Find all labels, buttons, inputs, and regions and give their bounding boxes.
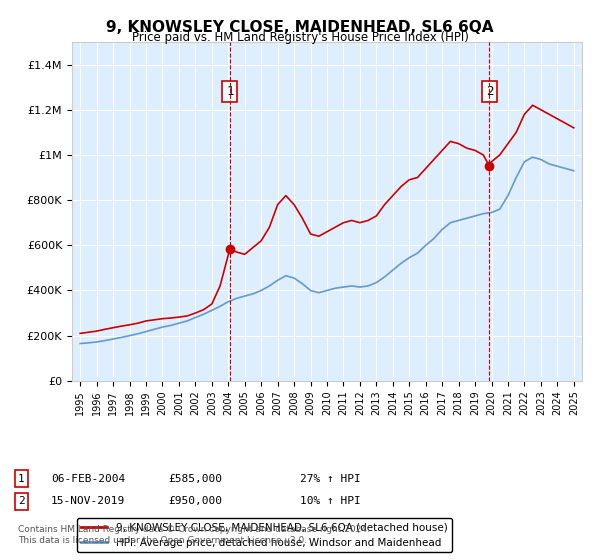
Text: £950,000: £950,000: [168, 496, 222, 506]
Text: Contains HM Land Registry data © Crown copyright and database right 2024.: Contains HM Land Registry data © Crown c…: [18, 525, 370, 534]
Text: 9, KNOWSLEY CLOSE, MAIDENHEAD, SL6 6QA: 9, KNOWSLEY CLOSE, MAIDENHEAD, SL6 6QA: [106, 20, 494, 35]
Text: 1: 1: [18, 474, 25, 484]
Text: 15-NOV-2019: 15-NOV-2019: [51, 496, 125, 506]
Text: £585,000: £585,000: [168, 474, 222, 484]
Text: 2: 2: [18, 496, 25, 506]
Legend: 9, KNOWSLEY CLOSE, MAIDENHEAD, SL6 6QA (detached house), HPI: Average price, det: 9, KNOWSLEY CLOSE, MAIDENHEAD, SL6 6QA (…: [77, 518, 452, 552]
Text: Price paid vs. HM Land Registry's House Price Index (HPI): Price paid vs. HM Land Registry's House …: [131, 31, 469, 44]
Text: 06-FEB-2004: 06-FEB-2004: [51, 474, 125, 484]
Text: 2: 2: [485, 85, 493, 98]
Text: This data is licensed under the Open Government Licence v3.0.: This data is licensed under the Open Gov…: [18, 536, 307, 545]
Text: 1: 1: [226, 85, 233, 98]
Text: 27% ↑ HPI: 27% ↑ HPI: [300, 474, 361, 484]
Text: 10% ↑ HPI: 10% ↑ HPI: [300, 496, 361, 506]
